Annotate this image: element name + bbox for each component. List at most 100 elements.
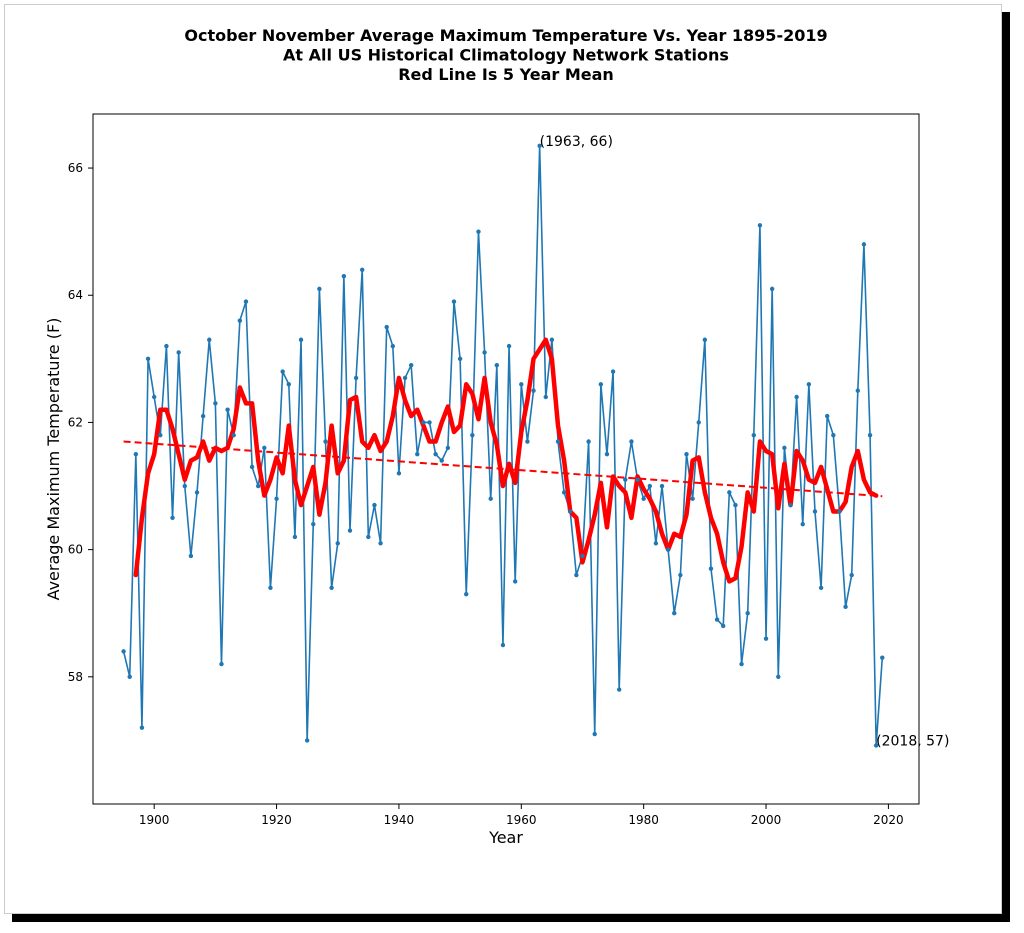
data-point — [207, 337, 212, 342]
x-tick-label: 1940 — [384, 813, 415, 827]
x-axis-label: Year — [488, 828, 523, 847]
data-point — [164, 343, 169, 349]
y-axis-label: Average Maximum Temperature (F) — [44, 318, 63, 601]
data-point — [733, 502, 738, 508]
data-point — [739, 661, 744, 667]
data-point — [574, 572, 579, 578]
data-point — [360, 267, 365, 273]
point-annotation: (2018, 57) — [876, 733, 949, 749]
data-point — [476, 229, 481, 234]
y-tick-label: 62 — [68, 415, 83, 429]
data-point — [317, 286, 322, 292]
data-point — [537, 143, 542, 148]
data-point — [378, 541, 383, 546]
data-point — [133, 452, 139, 457]
data-point — [427, 420, 432, 425]
data-point — [323, 439, 328, 444]
data-point — [592, 731, 597, 737]
data-point — [727, 490, 732, 495]
data-point — [151, 394, 157, 400]
data-point — [451, 299, 457, 304]
data-point — [353, 375, 359, 381]
data-point — [672, 611, 677, 616]
data-point — [219, 661, 224, 667]
data-point — [818, 585, 824, 590]
data-point — [311, 521, 316, 527]
data-point — [800, 521, 805, 527]
data-point — [623, 477, 628, 482]
data-point — [873, 743, 879, 748]
data-point — [604, 452, 610, 457]
data-point — [470, 432, 475, 438]
data-point — [641, 496, 646, 501]
data-point — [243, 299, 249, 304]
data-point — [837, 509, 842, 514]
data-point — [433, 452, 438, 457]
data-point — [647, 483, 652, 489]
data-point — [127, 674, 132, 680]
data-point — [298, 337, 304, 342]
data-point — [745, 611, 750, 616]
data-point — [555, 439, 561, 444]
data-point — [421, 420, 426, 425]
data-point — [568, 509, 573, 514]
chart-title-line: October November Average Maximum Tempera… — [184, 26, 827, 45]
data-point — [445, 445, 451, 451]
data-point — [843, 604, 848, 610]
data-point — [610, 369, 616, 374]
data-point — [635, 477, 640, 482]
data-point — [372, 502, 377, 508]
data-point — [825, 413, 830, 419]
data-point — [702, 337, 708, 342]
data-point — [831, 432, 836, 438]
data-point — [806, 382, 812, 387]
data-point — [659, 483, 665, 489]
data-point — [549, 337, 555, 342]
data-point — [867, 432, 873, 438]
data-point — [366, 534, 371, 540]
data-point — [292, 534, 298, 540]
data-point — [274, 496, 279, 501]
data-point — [188, 553, 194, 559]
data-point — [158, 432, 163, 438]
chart-frame: October November Average Maximum Tempera… — [4, 4, 1002, 914]
data-point — [849, 572, 854, 578]
data-point — [531, 388, 536, 393]
data-point — [482, 350, 487, 355]
data-point — [194, 490, 200, 495]
data-point — [776, 674, 781, 680]
data-point — [249, 464, 255, 470]
data-point — [170, 515, 175, 521]
data-point — [121, 649, 126, 654]
data-point — [580, 553, 585, 559]
data-point — [880, 655, 885, 660]
data-point — [561, 490, 567, 495]
data-point — [182, 483, 187, 489]
data-point — [690, 496, 695, 501]
data-point — [763, 636, 769, 641]
data-point — [708, 566, 714, 571]
y-tick-label: 60 — [68, 543, 83, 557]
data-point — [861, 242, 867, 247]
data-point — [788, 502, 793, 508]
data-point — [286, 382, 291, 387]
data-point — [256, 483, 261, 489]
chart-svg: October November Average Maximum Tempera… — [44, 26, 949, 847]
data-point — [396, 471, 402, 476]
y-tick-label: 64 — [68, 288, 83, 302]
data-point — [512, 579, 518, 584]
data-point — [341, 273, 347, 279]
data-point — [629, 439, 634, 444]
y-tick-label: 66 — [68, 161, 83, 175]
data-point — [678, 572, 683, 578]
data-point — [525, 439, 530, 444]
five-year-mean-line — [133, 337, 879, 584]
x-tick-label: 2000 — [751, 813, 782, 827]
data-point — [488, 496, 493, 501]
data-point — [225, 407, 230, 412]
data-point — [231, 432, 236, 438]
data-point — [347, 528, 353, 533]
data-point — [200, 413, 206, 419]
data-point — [402, 375, 408, 381]
y-tick-label: 58 — [68, 670, 83, 684]
